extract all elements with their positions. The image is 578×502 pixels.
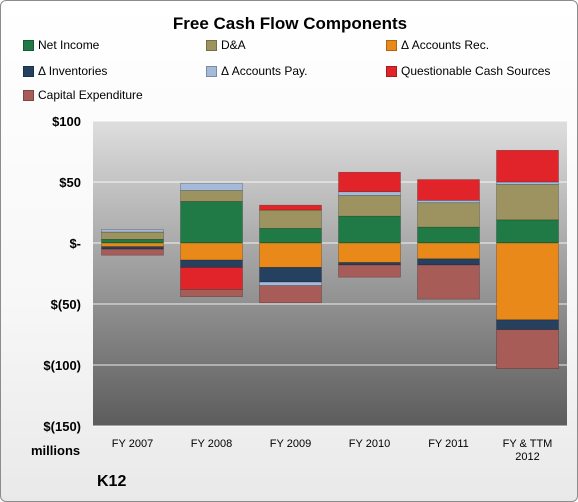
bar-segment-capital-expenditure [417, 264, 480, 300]
legend-label: Δ Inventories [38, 64, 108, 78]
bar-segment-questionable-cash-sources [417, 179, 480, 201]
bar-segment-accounts-rec [180, 242, 243, 261]
bar-segment-net-income [496, 219, 559, 244]
bar-segment-inventories [180, 259, 243, 268]
y-tick-labels: $100 $50 $- $(50) $(100) $(150) [43, 114, 81, 434]
bar-segment-inventories [338, 262, 401, 266]
x-tick-label: FY 2008 [191, 438, 232, 450]
bar-segment-d-a [338, 195, 401, 217]
legend-swatch [206, 39, 217, 51]
bar-segment-inventories [417, 258, 480, 266]
bar-segment-accounts-pay [259, 281, 322, 287]
bar-segment-d-a [101, 231, 164, 240]
bar-segment-inventories [259, 267, 322, 283]
y-tick-label: $- [69, 236, 81, 251]
legend-item-accounts-pay: Δ Accounts Pay. [206, 64, 308, 78]
legend-label: Δ Accounts Rec. [401, 38, 490, 52]
bar-segment-questionable-cash-sources [259, 204, 322, 211]
bar-segment-questionable-cash-sources [180, 267, 243, 290]
chart-title: Free Cash Flow Components [172, 14, 408, 33]
bar-segment-questionable-cash-sources [338, 171, 401, 193]
bar-segment-d-a [259, 209, 322, 229]
x-tick-label: FY 2010 [349, 438, 390, 450]
legend-label: Δ Accounts Pay. [221, 64, 308, 78]
legend-label: D&A [221, 38, 246, 52]
bar-segment-inventories [496, 319, 559, 330]
bar-segment-accounts-rec [417, 242, 480, 260]
legend-swatch [386, 39, 397, 51]
bar-segment-net-income [417, 226, 480, 244]
bar-segment-accounts-pay [417, 200, 480, 204]
y-tick-label: $(150) [43, 419, 81, 434]
legend-item-accounts-rec: Δ Accounts Rec. [386, 38, 489, 52]
bar-segment-d-a [496, 184, 559, 221]
bar-segment-capital-expenditure [180, 289, 243, 297]
legend-label: Net Income [38, 38, 100, 52]
legend-label: Questionable Cash Sources [401, 64, 551, 78]
bar-segment-net-income [180, 201, 243, 244]
bar-segment-accounts-pay [101, 229, 164, 233]
legend-swatch [386, 65, 397, 77]
legend-item-d-a: D&A [206, 38, 246, 52]
bar-segment-net-income [259, 228, 322, 244]
x-tick-labels: FY 2007 FY 2008 FY 2009 FY 2010 FY 2011 FY & … [112, 438, 553, 463]
bar-segment-questionable-cash-sources [496, 149, 559, 183]
bar-segment-net-income [101, 239, 164, 244]
legend-item-questionable-cash-sources: Questionable Cash Sources [386, 64, 550, 78]
x-tick-label: FY 2009 [270, 438, 311, 450]
grid-lines [93, 120, 567, 427]
bar-segment-accounts-pay [496, 181, 559, 185]
legend-swatch [206, 65, 217, 77]
legend-label: Capital Expenditure [38, 88, 143, 102]
bar-segment-accounts-rec [338, 242, 401, 263]
bar-segment-d-a [417, 202, 480, 228]
bar-segment-capital-expenditure [496, 329, 559, 369]
bar-segment-accounts-pay [180, 182, 243, 191]
bar-segment-capital-expenditure [338, 264, 401, 278]
legend-item-inventories: Δ Inventories [23, 64, 107, 78]
legend-item-capital-expenditure: Capital Expenditure [23, 88, 143, 102]
y-tick-label: $(50) [51, 297, 81, 312]
plot-background [93, 121, 567, 426]
bar-segment-inventories [101, 246, 164, 250]
x-tick-label: FY 2011 [428, 438, 469, 450]
x-tick-label: FY 2007 [112, 438, 153, 450]
y-tick-label: $50 [59, 175, 81, 190]
legend-swatch [23, 89, 34, 101]
bar-segment-accounts-rec [101, 242, 164, 247]
bar-segment-net-income [338, 215, 401, 244]
bar-segment-d-a [180, 190, 243, 202]
legend-swatch [23, 39, 34, 51]
bar-segment-capital-expenditure [259, 285, 322, 304]
bar-segment-accounts-pay [338, 191, 401, 196]
bar-segment-accounts-rec [496, 242, 559, 321]
legend-swatch [23, 65, 34, 77]
y-tick-label: $(100) [43, 358, 81, 373]
y-tick-label: $100 [52, 114, 81, 129]
company-name: K12 [97, 473, 127, 490]
x-tick-label: FY & TTM 2012 [503, 438, 553, 463]
bar-segment-capital-expenditure [101, 248, 164, 256]
unit-label: millions [31, 443, 81, 458]
bars [101, 149, 559, 369]
bar-segment-accounts-rec [259, 242, 322, 268]
legend-item-net-income: Net Income [23, 38, 99, 52]
